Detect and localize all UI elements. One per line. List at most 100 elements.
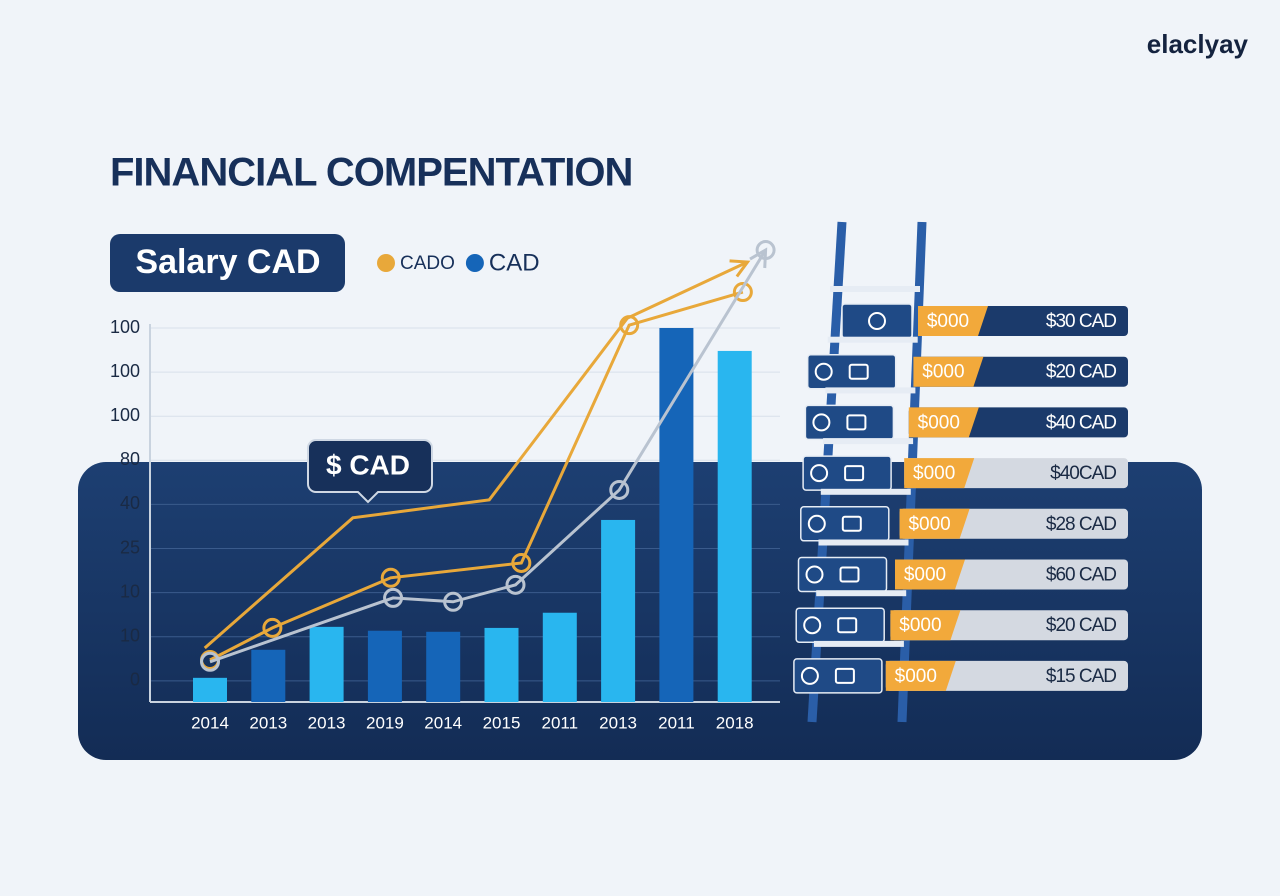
point — [511, 552, 532, 573]
arrow-head — [749, 247, 768, 269]
row-left-label: $000 — [904, 565, 946, 586]
point — [380, 567, 401, 588]
y-tick-label: 0 — [130, 670, 140, 690]
y-tick-label: 25 — [120, 537, 140, 557]
row-left — [899, 508, 970, 539]
icon-tile — [800, 506, 890, 542]
point — [609, 479, 630, 500]
callout: $ CAD — [326, 449, 410, 480]
point — [443, 591, 464, 612]
x-tick-label: 2011 — [658, 713, 695, 732]
row-left-label: $000 — [918, 412, 960, 433]
icon-tile — [841, 303, 913, 339]
bar — [193, 677, 227, 702]
x-tick-label: 2014 — [191, 713, 229, 732]
row-right-label: $60 CAD — [1046, 565, 1116, 586]
row-left — [895, 559, 965, 590]
ladder-rows: $000 $30 CAD $000 $20 CAD $000 $40 CAD $000 $40… — [885, 306, 1128, 691]
row-left-label: $000 — [922, 362, 964, 383]
legend-swatch — [465, 254, 484, 272]
x-tick-label: 2011 — [542, 713, 579, 732]
point — [200, 651, 220, 672]
row-left — [908, 407, 979, 438]
line — [209, 249, 767, 664]
row-right-label: $15 CAD — [1046, 666, 1116, 687]
point — [505, 574, 526, 595]
x-tick-label: 2014 — [424, 713, 462, 732]
point — [755, 240, 776, 261]
rung — [827, 336, 918, 343]
row-left-label: $000 — [899, 615, 941, 636]
icon — [805, 565, 824, 584]
legend-swatch — [377, 254, 395, 272]
icon-tile — [802, 455, 892, 491]
row-left-label: $000 — [895, 666, 937, 687]
row-right-label: $30 CAD — [1046, 311, 1116, 332]
icon — [839, 566, 860, 583]
y-tick-label: 10 — [120, 581, 140, 601]
arrow-head — [729, 259, 751, 278]
bar — [309, 626, 344, 702]
line — [209, 290, 744, 662]
row-left — [913, 356, 984, 387]
icon — [844, 465, 865, 482]
x-tick-label: 2018 — [716, 713, 754, 732]
rung — [813, 640, 904, 647]
title: FINANCIAL COMPENTATION — [110, 151, 632, 195]
bar — [717, 350, 752, 702]
legend-label: CAD — [489, 249, 540, 276]
y-tick-label: 100 — [110, 405, 140, 425]
icon — [814, 362, 833, 381]
icon-tile — [806, 353, 897, 390]
bar — [484, 627, 519, 702]
y-tick-label: 10 — [120, 625, 140, 645]
rung — [820, 488, 911, 495]
row-left — [904, 458, 975, 489]
bar — [367, 630, 402, 702]
icon — [846, 414, 867, 431]
y-tick-label: 40 — [120, 493, 140, 513]
x-tick-label: 2019 — [366, 713, 404, 732]
y-tick-label: 100 — [110, 317, 140, 337]
rung — [816, 590, 907, 597]
chart: 0 10 10 25 40 80 100 100 100 2014 2013 2013 2019 2014… — [110, 240, 780, 732]
icon — [837, 617, 858, 634]
icon — [868, 312, 886, 330]
icon — [807, 514, 826, 533]
icon-tile — [793, 658, 883, 694]
x-tick-label: 2013 — [249, 713, 287, 732]
bar — [426, 631, 461, 702]
row-left — [918, 306, 988, 336]
x-tick-label: 2015 — [483, 713, 521, 732]
callout-box — [307, 439, 433, 504]
line — [203, 260, 749, 650]
row-left-label: $000 — [908, 514, 950, 535]
y-tick-label: 80 — [120, 449, 140, 469]
rung — [825, 387, 916, 394]
row-right-label: $40 CAD — [1046, 412, 1116, 433]
row-right-label: $28 CAD — [1046, 514, 1116, 535]
point — [262, 617, 283, 638]
x-tick-label: 2013 — [599, 713, 637, 732]
x-tick-label: 2013 — [308, 713, 346, 732]
bar — [659, 328, 694, 702]
legend-label: CADO — [400, 253, 455, 274]
icon-tile — [795, 607, 885, 643]
row-left — [885, 660, 956, 691]
icon — [841, 515, 862, 532]
bar — [601, 519, 636, 702]
row-left-label: $000 — [913, 463, 955, 484]
row-left — [890, 610, 961, 641]
icon-tile — [804, 404, 895, 441]
rung — [830, 286, 920, 292]
row-right-label: $20 CAD — [1046, 615, 1116, 636]
icon — [848, 363, 869, 380]
rung — [818, 539, 909, 546]
row-right-label: $40CAD — [1050, 463, 1116, 484]
icon-tile — [797, 556, 888, 593]
point — [732, 282, 753, 303]
brand: elaclyay — [1147, 29, 1249, 59]
icon — [812, 413, 831, 432]
